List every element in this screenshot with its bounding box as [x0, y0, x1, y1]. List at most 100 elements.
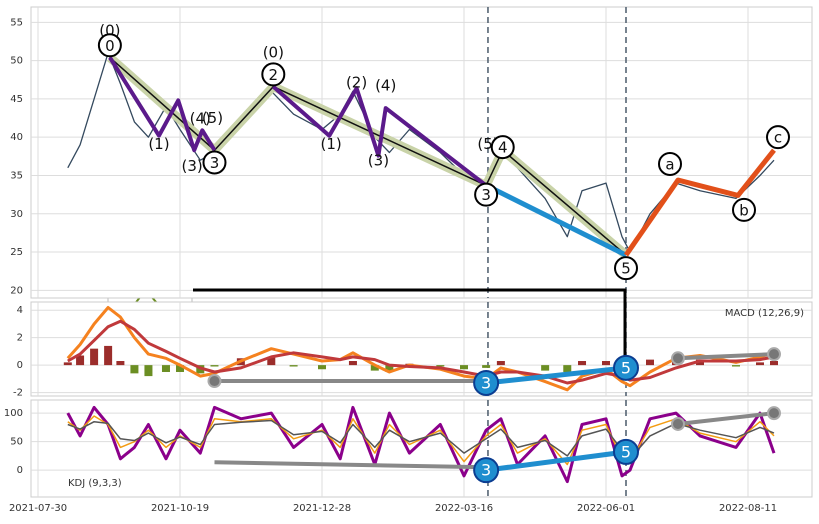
histogram-bar	[385, 365, 394, 372]
histogram-bar	[76, 355, 85, 366]
y-tick-label: 25	[10, 247, 23, 258]
y-tick-label: -2	[13, 388, 23, 399]
indicator-line	[66, 405, 776, 484]
histogram-bar	[370, 365, 379, 371]
wave-label: 3	[210, 154, 220, 172]
y-tick-label: 40	[10, 132, 23, 143]
wave-label: c	[774, 129, 782, 147]
wave-marker	[767, 406, 781, 421]
wave-line	[214, 460, 487, 470]
wave-label: 0	[105, 37, 115, 55]
wave-marker	[671, 416, 685, 431]
histogram-bar	[732, 365, 740, 367]
histogram-bar	[646, 359, 654, 366]
histogram-bar	[116, 361, 125, 366]
histogram-bar	[210, 365, 219, 367]
y-tick-label: 0	[17, 360, 23, 371]
histogram-bar	[460, 365, 468, 370]
wave-label: 4	[498, 139, 508, 157]
histogram-bar	[770, 361, 778, 366]
wave-line	[485, 449, 627, 473]
wave-marker	[207, 374, 222, 389]
wave-label: (0)	[263, 44, 284, 62]
wave-line	[108, 56, 217, 153]
histogram-bar	[144, 365, 153, 377]
wave-label: 5	[621, 260, 631, 278]
wave-label: b	[739, 201, 749, 219]
wave-label: (1)	[320, 135, 341, 153]
wave-label-circle	[732, 197, 756, 222]
wave-label: (2)	[346, 74, 367, 92]
y-tick-label: 35	[10, 170, 23, 181]
wave-label: 5	[621, 358, 631, 377]
y-tick-label: 30	[10, 209, 23, 220]
x-tick-label: 2021-10-19	[151, 503, 209, 514]
histogram-bar	[176, 365, 184, 372]
wave-label: 3	[481, 373, 491, 392]
histogram-bar	[267, 356, 276, 366]
histogram-bar	[482, 365, 491, 368]
wave-label: (3)	[368, 152, 389, 170]
wave-marker	[671, 351, 685, 366]
panel	[30, 399, 813, 498]
y-tick-label: 2	[17, 333, 23, 344]
y-tick-label: 50	[10, 437, 23, 448]
wave-label-circle	[658, 151, 682, 176]
wave-label-circle	[613, 354, 639, 381]
y-tick-label: 20	[10, 285, 23, 296]
histogram-bar	[90, 348, 99, 366]
wave-label-circle	[614, 256, 638, 281]
histogram-bar	[563, 365, 572, 372]
wave-label-circle	[473, 369, 500, 396]
y-tick-label: 50	[10, 56, 23, 67]
wave-label: (3)	[182, 157, 203, 175]
wave-label-circle	[766, 125, 790, 150]
panel-title: MACD (12,26,9)	[725, 308, 804, 319]
wave-label: (4)	[375, 77, 396, 95]
histogram-bar	[130, 365, 139, 374]
wave-label-circle	[613, 438, 639, 465]
histogram-bar	[578, 361, 587, 366]
wave-label-circle	[473, 457, 500, 484]
wave-label-circle	[97, 33, 122, 58]
histogram-bar	[104, 345, 113, 366]
wave-label-circle	[474, 182, 499, 207]
wave-label: (5)	[202, 109, 223, 127]
y-tick-label: 0	[17, 465, 23, 476]
y-tick-label: 4	[17, 305, 23, 316]
wave-line	[271, 85, 488, 187]
histogram-bar	[541, 365, 550, 371]
wave-label: 2	[269, 66, 279, 84]
histogram-bar	[436, 365, 445, 367]
indicator-line	[66, 306, 775, 392]
y-tick-label: 55	[10, 17, 23, 28]
connector	[193, 288, 627, 365]
histogram-bar	[161, 365, 170, 372]
wave-label-circle	[261, 62, 286, 87]
histogram-bar	[756, 362, 764, 366]
x-tick-label: 2022-08-11	[719, 503, 777, 514]
wave-label: 3	[481, 186, 491, 204]
wave-label: 3	[481, 461, 491, 480]
wave-line	[485, 365, 627, 386]
wave-label: (1)	[148, 135, 169, 153]
wave-label-circle	[490, 135, 515, 160]
x-tick-label: 2021-12-28	[293, 503, 351, 514]
wave-line	[484, 183, 628, 258]
wave-label-circle	[202, 150, 227, 175]
wave-label: a	[665, 155, 674, 173]
wave-line	[677, 411, 775, 426]
histogram-bar	[348, 361, 357, 366]
histogram-bar	[602, 361, 610, 366]
histogram-bar	[318, 365, 326, 370]
y-tick-label: 100	[4, 408, 23, 419]
x-tick-label: 2022-03-16	[435, 503, 493, 514]
panel-title: KDJ (9,3,3)	[68, 478, 122, 489]
wave-line	[677, 352, 775, 361]
histogram-bar	[63, 362, 72, 366]
y-tick-label: 45	[10, 94, 23, 105]
x-tick-label: 2022-06-01	[577, 503, 635, 514]
x-tick-label: 2021-07-30	[9, 503, 67, 514]
wave-label: 5	[621, 442, 631, 461]
